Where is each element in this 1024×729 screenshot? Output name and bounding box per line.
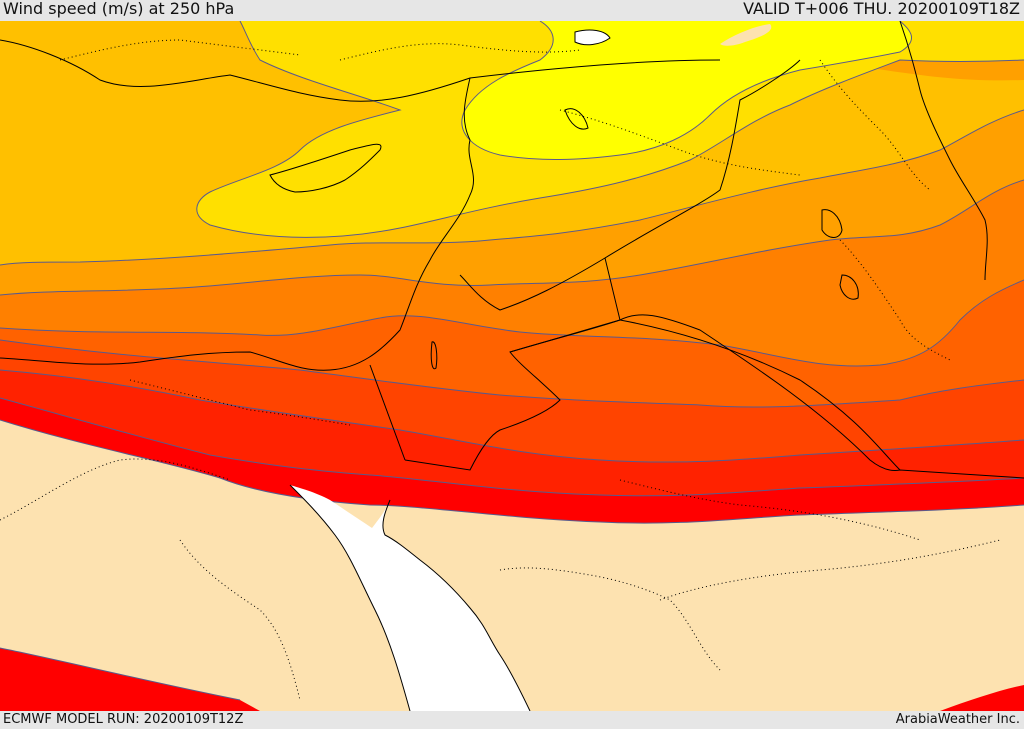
coastline-mediterranean (0, 77, 474, 371)
contour-line (0, 419, 1024, 524)
wind-band-0-spot (720, 24, 772, 46)
border-line (604, 59, 801, 259)
wind-speed-map (0, 21, 1024, 711)
contour-line (0, 647, 241, 701)
contour-line (461, 21, 912, 161)
border-line (459, 257, 621, 353)
credit-label: ArabiaWeather Inc. (895, 712, 1020, 727)
coastline-red-sea (289, 484, 411, 711)
province-line (129, 379, 351, 426)
red-sea (290, 485, 530, 711)
border-line (369, 364, 406, 461)
dead-sea (430, 341, 438, 370)
contour-line (196, 21, 1024, 238)
wind-band-9-south (0, 648, 260, 711)
contour-line (0, 339, 1024, 408)
valid-time-label: VALID T+006 THU. 20200109T18Z (743, 0, 1020, 18)
lake-tharthar (821, 209, 843, 238)
map-footer: ECMWF MODEL RUN: 20200109T12Z ArabiaWeat… (0, 711, 1024, 729)
contour-line (0, 369, 1024, 463)
lake-razzaza (839, 274, 859, 300)
border-line (619, 319, 901, 471)
coastline-cyprus (269, 143, 382, 193)
province-line (59, 39, 301, 61)
contour-line (0, 109, 1024, 266)
coastlines (0, 21, 1024, 711)
coastline-turkey (0, 39, 721, 102)
province-line (559, 109, 801, 176)
contour-line (0, 179, 1024, 296)
province-line (819, 59, 931, 191)
map-canvas (0, 21, 1024, 711)
province-line (619, 479, 921, 541)
border-line (404, 314, 1024, 479)
lake-van (574, 29, 611, 46)
wind-contours (0, 21, 1024, 701)
map-header: Wind speed (m/s) at 250 hPa VALID T+006 … (0, 0, 1024, 21)
border-line (899, 21, 988, 281)
model-run-label: ECMWF MODEL RUN: 20200109T12Z (3, 712, 244, 727)
map-title: Wind speed (m/s) at 250 hPa (3, 0, 235, 18)
contour-line (0, 279, 1024, 367)
contour-line (0, 397, 1024, 497)
lake-assad (564, 108, 589, 130)
internal-boundaries (0, 39, 1001, 701)
province-line (179, 539, 301, 701)
province-line (839, 239, 951, 361)
wind-band-9-southeast (940, 685, 1024, 711)
coastline-red-sea-east (382, 499, 531, 711)
